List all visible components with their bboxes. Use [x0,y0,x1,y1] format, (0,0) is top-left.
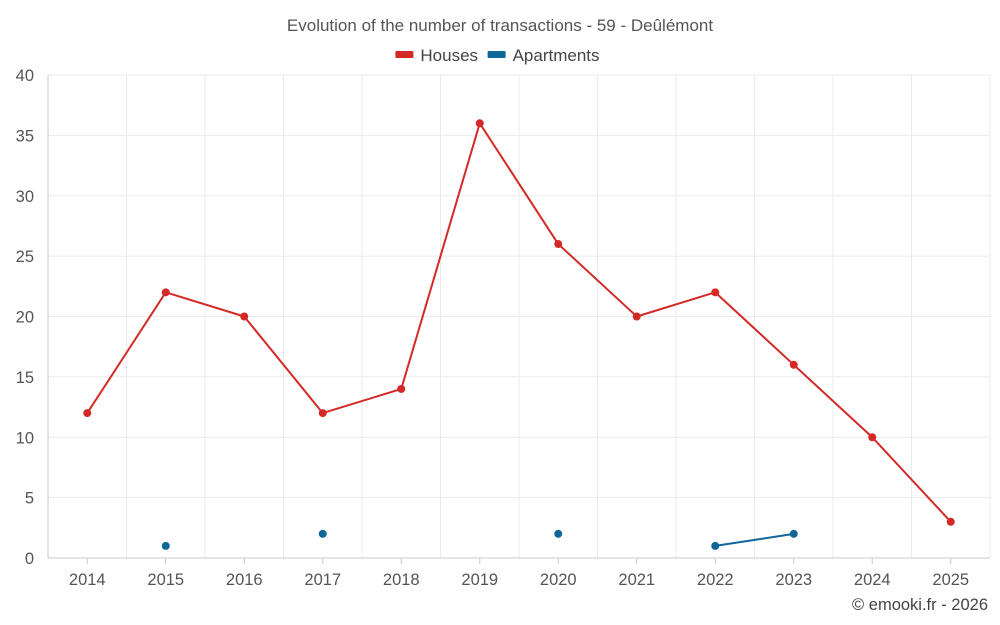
y-tick-label: 15 [16,369,34,387]
houses-point-2020[interactable] [554,240,563,249]
legend[interactable]: Houses Apartments [395,46,600,65]
apartments-point-2022[interactable] [711,541,720,550]
series-apartments [161,529,798,550]
houses-point-2025[interactable] [946,517,955,526]
houses-point-2018[interactable] [397,384,406,393]
x-tick-label: 2016 [226,571,263,589]
y-tick-label: 10 [16,429,34,447]
houses-point-2014[interactable] [83,409,92,418]
houses-point-2023[interactable] [789,360,798,369]
houses-point-2022[interactable] [711,288,720,297]
x-tick-label: 2014 [69,571,106,589]
x-tick-label: 2015 [147,571,184,589]
y-tick-label: 0 [25,550,34,568]
legend-label: Houses [420,46,478,65]
legend-swatch [487,51,506,58]
series-houses [83,119,955,526]
apartments-point-2020[interactable] [554,529,563,538]
houses-point-2015[interactable] [161,288,170,297]
apartments-point-2023[interactable] [789,529,798,538]
houses-point-2017[interactable] [318,409,327,418]
legend-item-apartments[interactable]: Apartments [487,46,600,65]
grid-lines [47,74,991,558]
houses-point-2021[interactable] [632,312,641,321]
x-tick-label: 2022 [697,571,734,589]
x-tick-label: 2018 [383,571,420,589]
houses-point-2016[interactable] [240,312,249,321]
y-tick-label: 35 [16,127,34,145]
apartments-point-2017[interactable] [318,529,327,538]
houses-line [86,122,952,523]
legend-swatch [395,51,414,58]
series-layer [83,119,955,550]
x-tick-label: 2024 [854,571,891,589]
x-tick-label: 2023 [775,571,812,589]
x-tick-label: 2020 [540,571,577,589]
credit-text: © emooki.fr - 2026 [852,596,988,614]
y-tick-label: 25 [16,248,34,266]
y-tick-label: 40 [16,67,34,85]
x-tick-label: 2021 [618,571,655,589]
x-tick-label: 2019 [461,571,498,589]
houses-point-2024[interactable] [868,433,877,442]
y-tick-label: 20 [16,309,34,327]
y-tick-label: 30 [16,188,34,206]
apartments-line [715,532,794,547]
apartments-point-2015[interactable] [161,541,170,550]
x-tick-label: 2025 [932,571,969,589]
x-tick-label: 2017 [304,571,341,589]
legend-label: Apartments [513,46,600,65]
y-tick-label: 5 [25,490,34,508]
chart-title: Evolution of the number of transactions … [287,16,713,35]
legend-item-houses[interactable]: Houses [395,46,478,65]
houses-point-2019[interactable] [475,119,484,128]
